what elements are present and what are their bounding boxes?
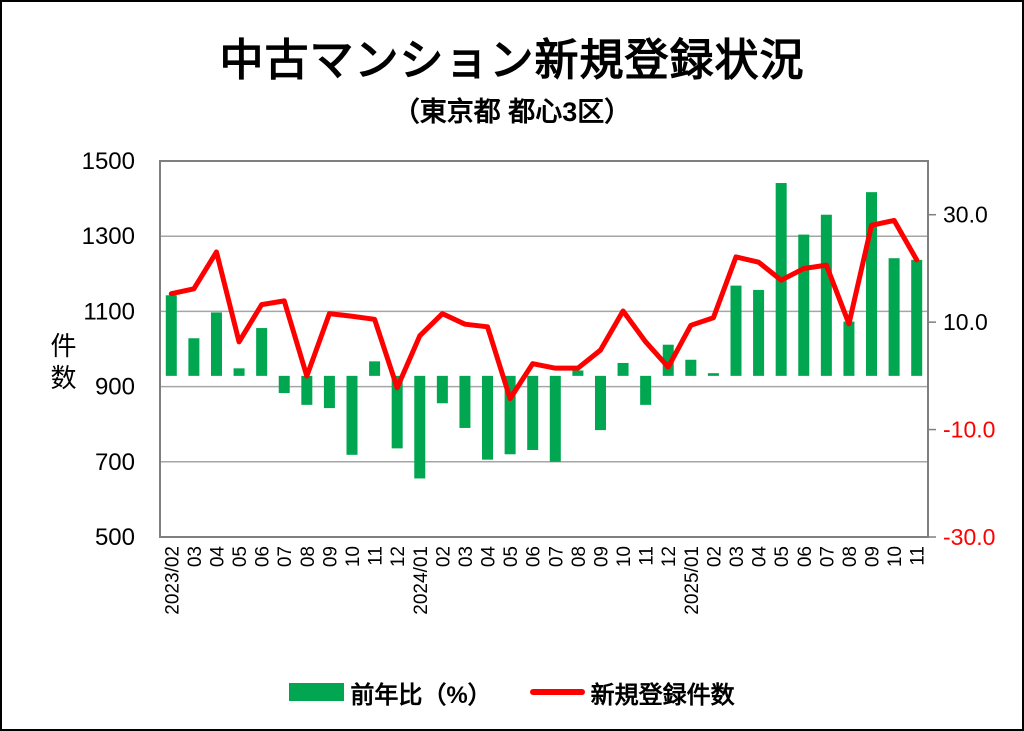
x-axis-label: 06 bbox=[524, 546, 545, 567]
bar-06 bbox=[256, 328, 268, 376]
bar-07 bbox=[278, 375, 290, 394]
right-axis-tick-label: -30.0 bbox=[943, 524, 995, 550]
bar-02 bbox=[707, 373, 719, 376]
x-axis-label: 11 bbox=[908, 546, 929, 566]
bar-06 bbox=[798, 234, 810, 376]
x-axis-label: 07 bbox=[546, 546, 567, 567]
bar-04 bbox=[753, 289, 765, 376]
chart-title: 中古マンション新規登録状況 bbox=[219, 36, 805, 85]
x-axis-label: 12 bbox=[659, 546, 680, 567]
bar-06 bbox=[527, 375, 539, 450]
bar-07 bbox=[820, 214, 832, 376]
x-axis-label: 09 bbox=[591, 546, 612, 567]
x-axis-label: 10 bbox=[343, 546, 364, 567]
x-axis-label: 10 bbox=[614, 546, 635, 567]
x-axis-label: 05 bbox=[772, 546, 793, 567]
x-axis-label: 12 bbox=[388, 546, 409, 567]
x-axis-label: 10 bbox=[885, 546, 906, 567]
bar-05 bbox=[233, 368, 245, 376]
left-axis-tick-label: 900 bbox=[95, 374, 135, 401]
bar-12 bbox=[391, 375, 403, 449]
bar-08 bbox=[843, 321, 855, 376]
bar-09 bbox=[323, 375, 335, 409]
left-axis-title: 件数 bbox=[47, 332, 77, 396]
left-axis-tick-label: 1500 bbox=[82, 148, 135, 175]
x-axis-label: 06 bbox=[795, 546, 816, 567]
bar-08 bbox=[572, 370, 584, 376]
x-axis-label: 05 bbox=[501, 546, 522, 567]
bar-10 bbox=[346, 375, 358, 455]
bar-07 bbox=[549, 375, 561, 462]
x-axis-label: 2025/01 bbox=[682, 546, 703, 615]
x-axis-label: 11 bbox=[637, 546, 658, 566]
x-axis-label: 02 bbox=[433, 546, 454, 567]
right-axis-tick-label: -10.0 bbox=[943, 417, 995, 443]
left-axis-tick-label: 500 bbox=[95, 524, 135, 551]
left-axis-tick-label: 1100 bbox=[83, 298, 135, 325]
legend-line-swatch bbox=[529, 689, 585, 695]
legend: 前年比（%） 新規登録件数 bbox=[2, 672, 1022, 712]
x-axis-label: 05 bbox=[230, 546, 251, 567]
x-axis-label: 04 bbox=[750, 546, 771, 568]
line-series bbox=[168, 217, 920, 402]
x-axis-label: 04 bbox=[207, 546, 228, 568]
right-axis-tick-label: 10.0 bbox=[943, 309, 988, 335]
x-axis-label: 02 bbox=[704, 546, 725, 567]
legend-item-registrations: 新規登録件数 bbox=[529, 675, 735, 710]
bar-08 bbox=[301, 375, 313, 405]
bar-09 bbox=[594, 375, 606, 431]
legend-label-yoy: 前年比（%） bbox=[350, 681, 492, 709]
plot-border bbox=[159, 160, 929, 538]
left-axis-tick-label: 1300 bbox=[82, 223, 135, 250]
x-axis-label: 07 bbox=[817, 546, 838, 567]
x-axis-label: 09 bbox=[863, 546, 884, 567]
x-axis-label: 08 bbox=[298, 546, 319, 567]
right-axis-tick-label: 30.0 bbox=[943, 202, 988, 228]
x-axis-label: 04 bbox=[479, 546, 500, 568]
left-axis-tick-label: 700 bbox=[95, 449, 135, 476]
bar-2023/02 bbox=[165, 295, 177, 376]
chart-subtitle: （東京都 都心3区） bbox=[392, 97, 632, 127]
x-axis-label: 03 bbox=[185, 546, 206, 567]
bar-10 bbox=[888, 258, 900, 376]
bar-09 bbox=[866, 192, 878, 376]
bar-11 bbox=[911, 259, 923, 376]
bar-03 bbox=[730, 285, 742, 376]
bar-11 bbox=[640, 375, 652, 405]
bar-05 bbox=[504, 375, 516, 455]
x-axis-label: 11 bbox=[366, 546, 387, 566]
bar-12 bbox=[662, 344, 674, 376]
bar-11 bbox=[369, 361, 381, 376]
x-axis-label: 07 bbox=[275, 546, 296, 567]
bar-10 bbox=[617, 362, 629, 376]
bar-03 bbox=[459, 375, 471, 428]
legend-label-registrations: 新規登録件数 bbox=[590, 681, 735, 709]
bar-04 bbox=[482, 375, 494, 460]
x-axis-label: 08 bbox=[840, 546, 861, 567]
bar-03 bbox=[188, 338, 200, 376]
x-axis-label: 08 bbox=[569, 546, 590, 567]
legend-item-yoy: 前年比（%） bbox=[289, 675, 492, 710]
legend-bar-swatch bbox=[289, 683, 345, 701]
x-axis-label: 09 bbox=[320, 546, 341, 567]
x-axis-label: 2023/02 bbox=[162, 546, 183, 615]
x-axis-label: 06 bbox=[253, 546, 274, 567]
bar-04 bbox=[210, 312, 222, 376]
x-axis-label: 03 bbox=[456, 546, 477, 567]
x-axis-label: 03 bbox=[727, 546, 748, 567]
bar-2025/01 bbox=[685, 359, 697, 376]
bar-2024/01 bbox=[414, 375, 426, 479]
bar-02 bbox=[436, 375, 448, 404]
x-axis-label: 2024/01 bbox=[411, 546, 432, 615]
